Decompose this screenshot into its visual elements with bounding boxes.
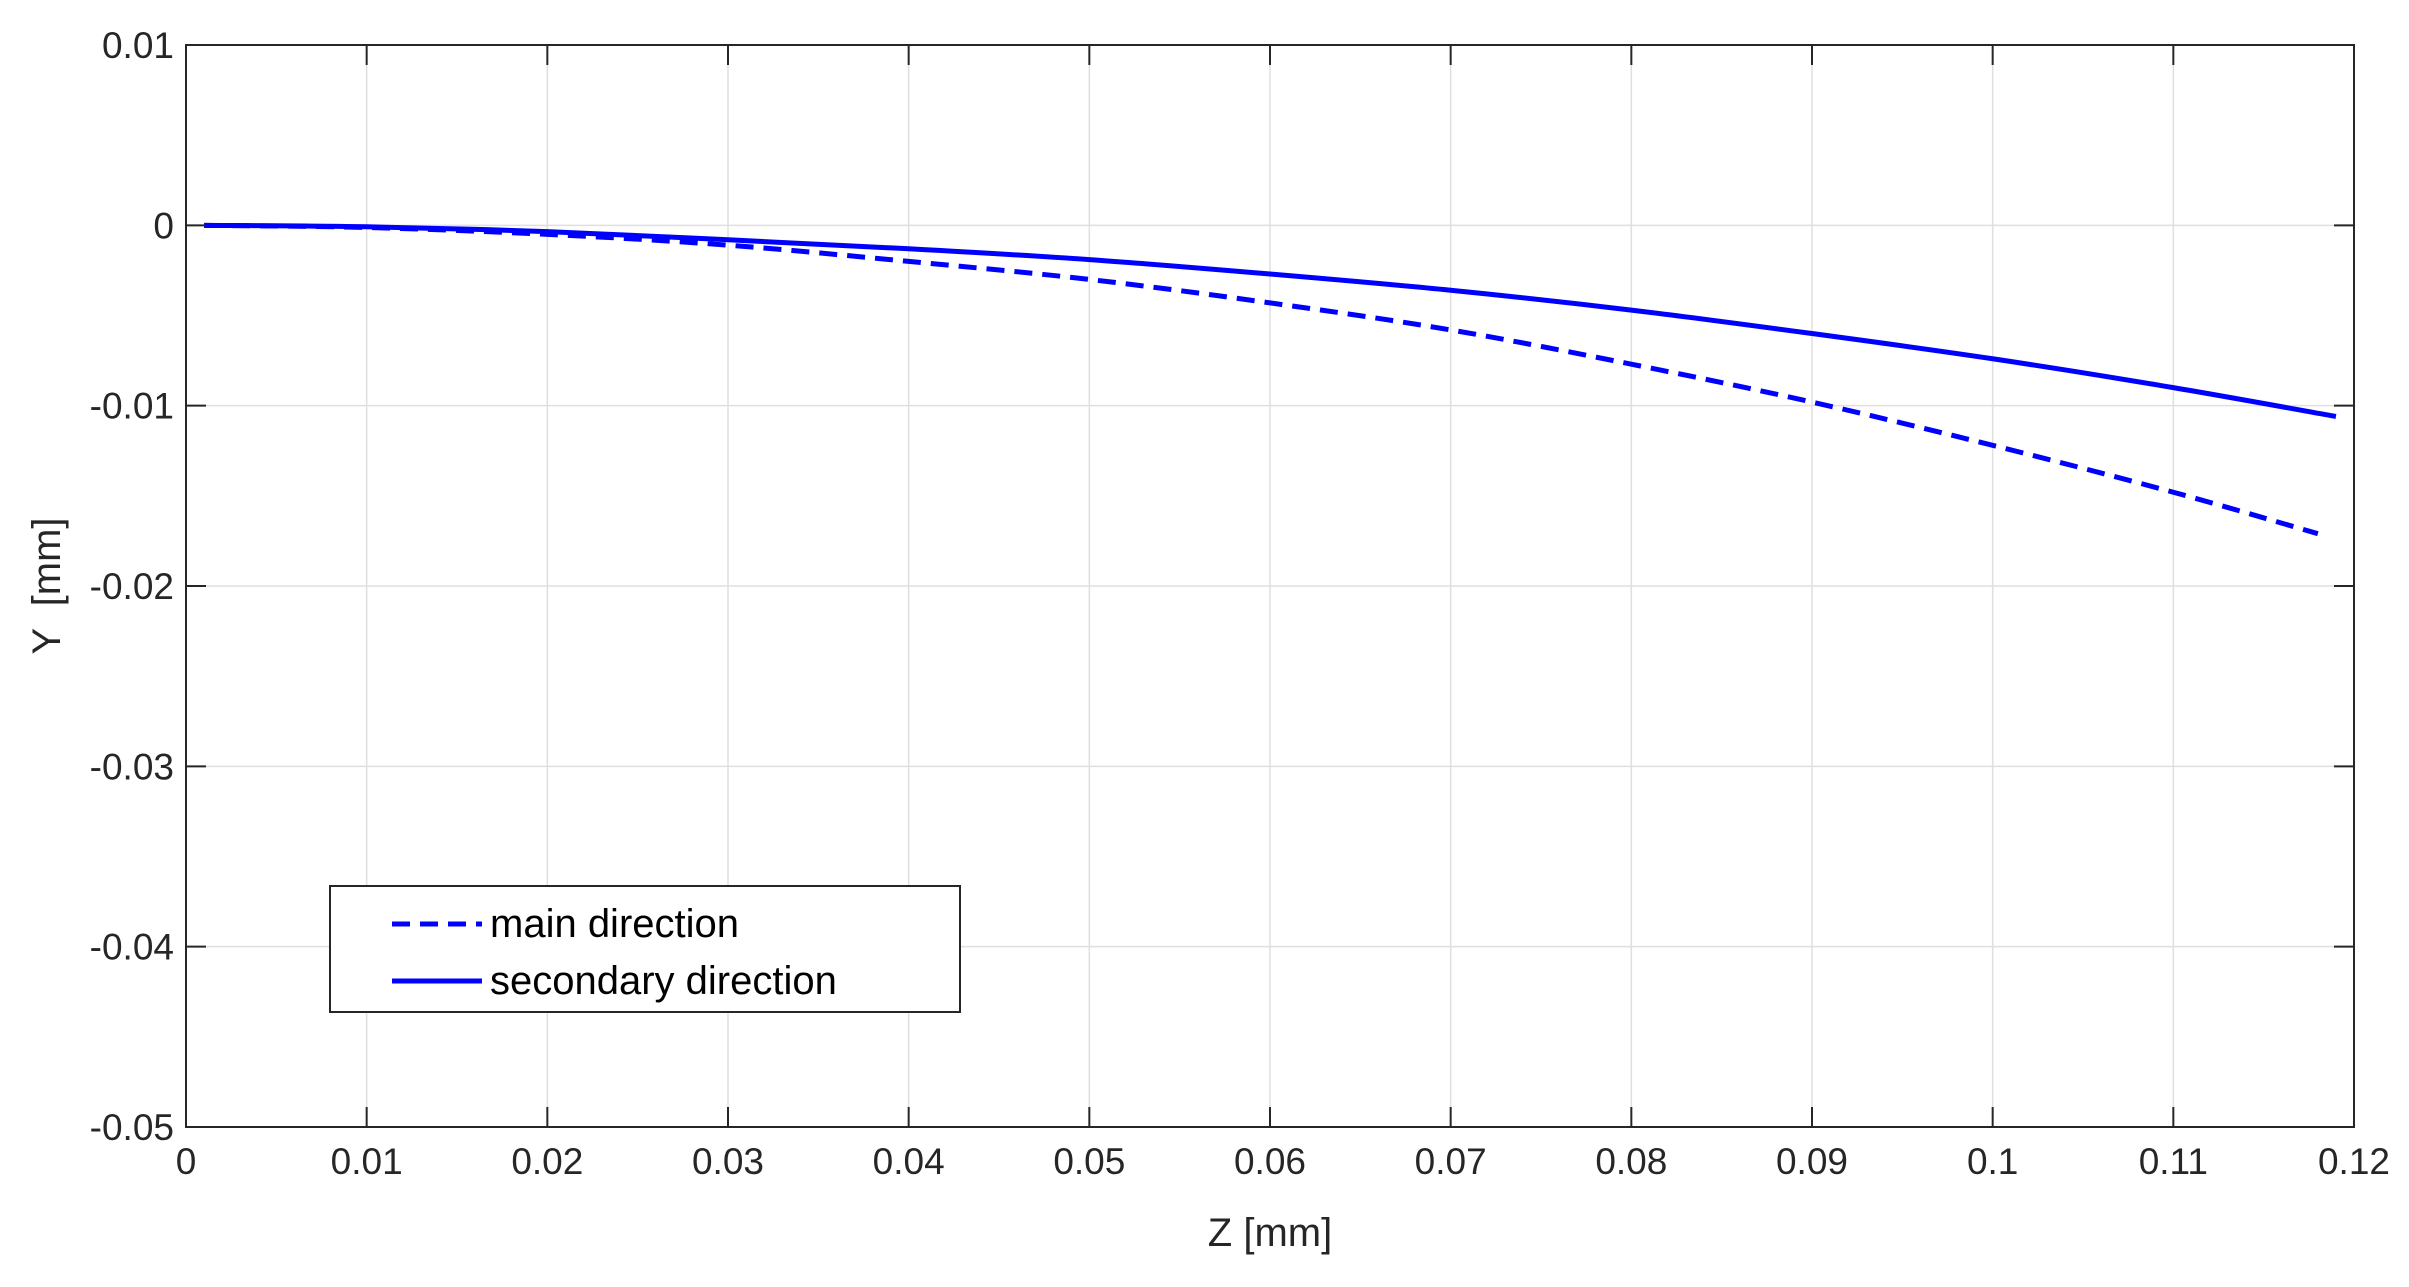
y-tick-label: 0 [153, 205, 174, 246]
y-tick-label: 0.01 [102, 25, 174, 66]
y-axis-title: Y [mm] [25, 517, 69, 654]
x-axis-ticks: 0 0.01 0.02 0.03 0.04 0.05 0.06 0.07 0.08 0.09 0.1… [176, 45, 2390, 1182]
series-line-main-direction [204, 222, 2319, 537]
x-tick-label: 0.1 [1967, 1141, 2018, 1182]
x-tick-label: 0.01 [331, 1141, 403, 1182]
legend-box [329, 885, 961, 1013]
series-group [204, 222, 2337, 537]
y-tick-label: -0.04 [90, 927, 174, 968]
x-tick-label: 0.12 [2318, 1141, 2390, 1182]
legend: main direction secondary direction [329, 885, 961, 1013]
y-axis-ticks: 0.01 0 -0.01 -0.02 -0.03 -0.04 -0.05 [90, 25, 2354, 1148]
legend-label-main-direction: main direction [490, 902, 739, 946]
y-tick-label: -0.05 [90, 1107, 174, 1148]
x-tick-label: 0.02 [511, 1141, 583, 1182]
series-line-secondary-direction [204, 222, 2337, 419]
y-tick-label: -0.02 [90, 566, 174, 607]
y-tick-label: -0.03 [90, 746, 174, 787]
x-tick-label: 0.07 [1415, 1141, 1487, 1182]
x-tick-label: 0.08 [1595, 1141, 1667, 1182]
x-tick-label: 0 [176, 1141, 197, 1182]
x-tick-label: 0.11 [2139, 1141, 2208, 1182]
x-tick-label: 0.05 [1053, 1141, 1125, 1182]
x-axis-title: Z [mm] [1208, 1211, 1332, 1255]
x-tick-label: 0.09 [1776, 1141, 1848, 1182]
legend-label-secondary-direction: secondary direction [490, 959, 837, 1003]
x-tick-label: 0.04 [873, 1141, 945, 1182]
y-tick-label: -0.01 [90, 386, 174, 427]
x-tick-label: 0.06 [1234, 1141, 1306, 1182]
x-tick-label: 0.03 [692, 1141, 764, 1182]
